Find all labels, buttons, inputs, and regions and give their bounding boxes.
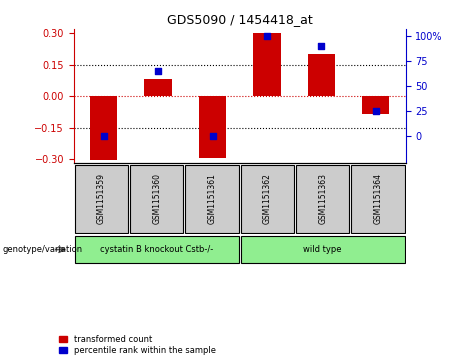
Bar (296, 165, 349, 233)
Text: GSM1151362: GSM1151362 (263, 173, 272, 224)
Bar (254, 33, 281, 96)
Bar (199, 96, 226, 158)
Legend: transformed count, percentile rank within the sample: transformed count, percentile rank withi… (59, 335, 216, 355)
Text: GSM1151361: GSM1151361 (207, 173, 217, 224)
Bar (241, 165, 294, 233)
Point (100, 134, 107, 139)
Bar (130, 165, 183, 233)
Bar (308, 54, 335, 96)
Bar (241, 236, 405, 264)
Bar (144, 79, 171, 96)
Point (372, 109, 379, 114)
Point (209, 134, 216, 139)
Bar (185, 165, 239, 233)
Text: GSM1151363: GSM1151363 (318, 173, 327, 224)
Bar (75, 165, 128, 233)
Bar (90, 96, 117, 160)
Bar (351, 165, 405, 233)
Bar (75, 236, 239, 264)
Text: genotype/variation: genotype/variation (2, 245, 83, 254)
Text: GSM1151364: GSM1151364 (373, 173, 383, 224)
Point (154, 68, 162, 74)
Text: GSM1151360: GSM1151360 (152, 173, 161, 224)
Bar (362, 96, 390, 114)
Text: cystatin B knockout Cstb-/-: cystatin B knockout Cstb-/- (100, 245, 213, 254)
Text: GSM1151359: GSM1151359 (97, 173, 106, 224)
Text: wild type: wild type (303, 245, 342, 254)
Title: GDS5090 / 1454418_at: GDS5090 / 1454418_at (167, 13, 313, 26)
Point (263, 33, 271, 39)
Point (318, 43, 325, 49)
